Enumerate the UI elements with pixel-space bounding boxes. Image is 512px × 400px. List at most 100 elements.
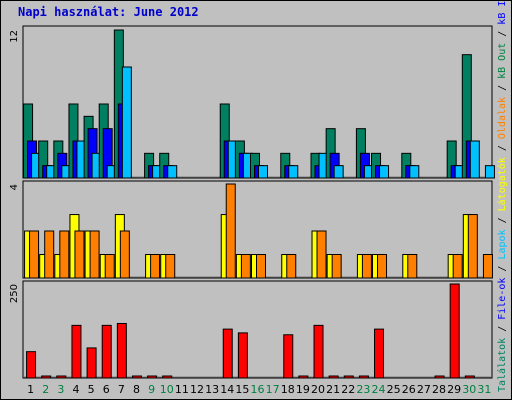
x-tick-label-26: 26 (402, 383, 416, 396)
bar-kb-f-day-24 (374, 328, 385, 379)
bar-lapok-day-10 (167, 165, 178, 179)
panel-3-area (22, 280, 493, 379)
bar-kb-f-day-10 (162, 375, 173, 379)
side-legend-item-6: Látogatók (496, 157, 508, 211)
x-tick-label-23: 23 (356, 383, 370, 396)
x-tick-label-2: 2 (42, 383, 49, 396)
x-tick-label-21: 21 (326, 383, 340, 396)
x-tick-label-11: 11 (175, 383, 189, 396)
bar-lapok-day-18 (288, 165, 299, 179)
x-tick-label-7: 7 (118, 383, 125, 396)
x-tick-label-16: 16 (251, 383, 265, 396)
bar-kb-f-day-7 (116, 322, 127, 379)
bar-oldalak-day-24 (377, 254, 388, 279)
bar-kb-f-day-19 (298, 375, 309, 379)
side-legend-item-3: / (497, 260, 508, 278)
chart-title: Napi használat: June 2012 (18, 5, 199, 19)
bar-kb-f-day-4 (71, 324, 82, 379)
side-legend-item-7: / (497, 139, 508, 157)
side-legend: Találatok / File-ok / Lapok / Látogatók … (496, 0, 508, 392)
x-tick-label-13: 13 (205, 383, 219, 396)
bar-oldalak-day-29 (452, 254, 463, 279)
bar-oldalak-day-23 (361, 254, 372, 279)
bar-oldalak-day-30 (467, 214, 478, 279)
bar-oldalak-day-2 (44, 230, 55, 279)
bar-lapok-day-16 (258, 165, 268, 179)
bar-lapok-day-21 (333, 165, 344, 179)
bar-oldalak-day-26 (407, 254, 418, 279)
panel-3-ymax-label: 250 (9, 284, 20, 303)
bar-lapok-day-24 (379, 165, 390, 179)
bar-oldalak-day-16 (256, 254, 266, 279)
bar-oldalak-day-14 (225, 183, 236, 279)
bar-kb-f-day-20 (313, 324, 324, 379)
bar-oldalak-day-18 (286, 254, 297, 279)
x-tick-label-9: 9 (148, 383, 155, 396)
bar-oldalak-day-7 (119, 230, 130, 279)
bar-lapok-day-30 (469, 140, 480, 179)
side-legend-item-9: / (497, 79, 508, 97)
bar-kb-f-day-21 (328, 375, 339, 379)
bar-oldalak-day-3 (59, 230, 70, 279)
panel-1-ymax-label: 12 (9, 30, 20, 43)
x-tick-label-5: 5 (88, 383, 95, 396)
side-legend-item-8: Oldalak (497, 97, 508, 139)
x-tick-label-3: 3 (57, 383, 64, 396)
side-legend-item-1: / (497, 320, 508, 338)
bar-kb-f-day-28 (434, 375, 445, 379)
bar-oldalak-day-31 (482, 254, 493, 279)
x-tick-label-8: 8 (133, 383, 140, 396)
bar-kb-f-day-29 (449, 283, 460, 379)
bar-kb-f-day-23 (358, 375, 369, 379)
side-legend-item-10: kB Out (497, 43, 508, 79)
x-tick-label-20: 20 (311, 383, 325, 396)
bar-kb-f-day-3 (56, 375, 67, 379)
bar-lapok-day-7 (121, 66, 132, 179)
side-legend-item-11: / (497, 25, 508, 43)
x-tick-label-1: 1 (27, 383, 34, 396)
bar-oldalak-day-1 (29, 230, 40, 279)
x-tick-label-15: 15 (235, 383, 249, 396)
bar-oldalak-day-15 (240, 254, 251, 279)
bar-lapok-day-26 (409, 165, 420, 179)
bar-kb-f-day-2 (41, 375, 52, 379)
bar-oldalak-day-5 (89, 230, 100, 279)
bar-kb-f-day-5 (86, 347, 97, 379)
bar-kb-f-day-15 (237, 332, 248, 379)
x-tick-label-28: 28 (432, 383, 446, 396)
side-legend-item-4: Lapok (497, 229, 508, 259)
side-legend-item-12: kB In (497, 0, 508, 25)
panel-2-ymax-label: 4 (9, 184, 20, 190)
x-tick-label-22: 22 (341, 383, 355, 396)
bar-oldalak-day-4 (74, 230, 85, 279)
side-legend-item-5: / (497, 211, 508, 229)
bar-oldalak-day-6 (104, 254, 115, 279)
bar-kb-f-day-18 (283, 334, 294, 379)
x-tick-label-27: 27 (417, 383, 431, 396)
x-tick-label-18: 18 (281, 383, 295, 396)
x-tick-label-10: 10 (160, 383, 174, 396)
x-tick-label-19: 19 (296, 383, 310, 396)
bar-kb-f-day-14 (222, 328, 233, 379)
x-tick-label-31: 31 (477, 383, 491, 396)
x-tick-label-6: 6 (103, 383, 110, 396)
bar-oldalak-day-9 (150, 254, 161, 279)
bar-oldalak-day-20 (316, 230, 327, 279)
bar-kb-f-day-22 (343, 375, 354, 379)
bar-oldalak-day-10 (165, 254, 176, 279)
bar-kb-f-day-6 (101, 324, 112, 379)
bar-lapok-day-31 (484, 165, 495, 179)
side-legend-item-2: File-ok (497, 278, 508, 320)
side-legend-item-0: Találatok (496, 338, 508, 392)
bar-oldalak-day-21 (331, 254, 342, 279)
bar-kb-f-day-8 (131, 375, 142, 379)
x-tick-label-17: 17 (266, 383, 280, 396)
x-tick-label-14: 14 (220, 383, 234, 396)
x-tick-label-4: 4 (72, 383, 79, 396)
x-tick-label-30: 30 (462, 383, 476, 396)
x-tick-label-25: 25 (387, 383, 401, 396)
bar-kb-f-day-9 (147, 375, 158, 379)
bar-kb-f-day-30 (464, 375, 475, 379)
x-tick-label-12: 12 (190, 383, 204, 396)
